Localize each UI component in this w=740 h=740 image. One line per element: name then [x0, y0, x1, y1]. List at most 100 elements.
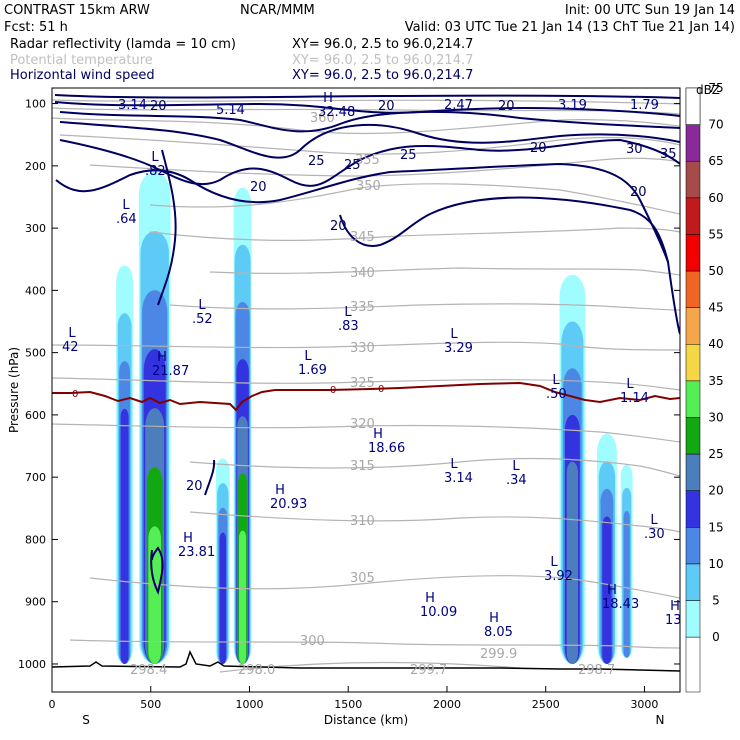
reflectivity-cell-4-level-20 — [219, 532, 227, 664]
y-tick-label: 1000 — [18, 658, 46, 671]
y-tick-label: 100 — [25, 98, 46, 111]
extremum-value: .52 — [192, 312, 213, 327]
extremum-type: H — [183, 531, 193, 546]
colorbar-swatch-55 — [685, 234, 701, 272]
extremum-value: 3.14 — [118, 98, 147, 113]
freezing-level-line — [52, 381, 680, 412]
colorbar-tick-label: 25 — [708, 447, 723, 461]
extremum-type: L — [304, 349, 312, 364]
freezing-level-label: 0 — [72, 389, 78, 400]
contour-labels: 3603553503453403353303253203153103053002… — [62, 91, 680, 678]
x-tick-label: 2500 — [532, 698, 560, 711]
extremum-value: 2.47 — [444, 98, 473, 113]
extremum-type: L — [626, 377, 634, 392]
header-init: Init: 00 UTC Sun 19 Jan 14 — [565, 3, 735, 18]
extremum-value: 3.19 — [558, 98, 587, 113]
colorbar-top-blank — [685, 87, 701, 125]
theta-label: 320 — [350, 417, 375, 432]
colorbar-tick-label: 70 — [708, 118, 723, 132]
theta-label: 299.9 — [480, 647, 517, 662]
extremum-value: 8.05 — [484, 625, 513, 640]
extremum-value: 20.93 — [270, 497, 307, 512]
wind-label: 25 — [308, 154, 325, 169]
reflectivity-cell-7-level-15 — [623, 511, 630, 658]
theta-label: 305 — [350, 571, 375, 586]
colorbar-swatch-5 — [685, 600, 701, 638]
theta-label: 330 — [350, 341, 375, 356]
theta-contours — [52, 99, 680, 673]
freezing-level-label: 0 — [378, 384, 384, 395]
extremum-value: 21.87 — [152, 364, 189, 379]
wind-label: 35 — [660, 147, 677, 162]
wind-label: 20 — [150, 99, 167, 114]
field-reflectivity: Radar reflectivity (lamda = 10 cm) — [10, 37, 236, 52]
header-valid: Valid: 03 UTC Tue 21 Jan 14 (13 ChT Tue … — [405, 20, 735, 35]
theta-label: 350 — [356, 179, 381, 194]
extremum-value: 18.66 — [368, 441, 405, 456]
extremum-type: H — [373, 427, 383, 442]
colorbar-tick-label: 40 — [708, 337, 723, 351]
theta-label: 299.7 — [410, 663, 447, 678]
colorbar-swatch-45 — [685, 307, 701, 345]
colorbar-tick-label: 20 — [708, 484, 723, 498]
field-theta-xy: XY= 96.0, 2.5 to 96.0,214.7 — [292, 53, 473, 68]
theta-label: 298.4 — [130, 663, 167, 678]
extremum-type: H — [323, 91, 333, 106]
x-tick-label: 0 — [49, 698, 56, 711]
colorbar-swatch-70 — [685, 124, 701, 162]
x-tick-label: 2000 — [433, 698, 461, 711]
x-tick-label: 3000 — [630, 698, 658, 711]
extremum-value: .82 — [145, 164, 166, 179]
plot-frame — [51, 87, 681, 693]
y-tick-label: 400 — [25, 284, 46, 297]
wind-contours — [54, 94, 680, 595]
wind-label: 20 — [330, 219, 347, 234]
extremum-value: 1.69 — [298, 363, 327, 378]
colorbar-tick-label: 15 — [708, 520, 723, 534]
colorbar-tick-label: 50 — [708, 264, 723, 278]
extremum-value: 23.81 — [178, 545, 215, 560]
wind-label: 20 — [630, 185, 647, 200]
extremum-value: 32.48 — [318, 105, 355, 120]
reflectivity-cell-5-level-25 — [566, 461, 579, 664]
extremum-value: 3.29 — [444, 341, 473, 356]
y-tick-label: 900 — [25, 596, 46, 609]
field-theta: Potential temperature — [10, 53, 153, 68]
extremum-type: L — [512, 459, 520, 474]
colorbar-swatch-25 — [685, 453, 701, 491]
colorbar-swatch-30 — [685, 417, 701, 455]
extremum-type: L — [450, 327, 458, 342]
x-tick-label: 1000 — [235, 698, 263, 711]
colorbar: 0 5 10 15 20 25 30 35 40 45 50 55 60 65 70 75 — [685, 81, 724, 693]
theta-label: 345 — [350, 230, 375, 245]
axis-endpoint-n: N — [656, 713, 665, 727]
header-model: CONTRAST 15km ARW — [4, 3, 150, 18]
wind-label: 20 — [378, 99, 395, 114]
extremum-value: 10.09 — [420, 605, 457, 620]
y-tick-label: 200 — [25, 160, 46, 173]
reflectivity-cell-2-level-35 — [148, 526, 162, 664]
colorbar-swatch-60 — [685, 197, 701, 235]
theta-label: 360 — [310, 111, 335, 126]
colorbar-tick-label: 5 — [712, 593, 720, 607]
colorbar-swatch-15 — [685, 527, 701, 565]
reflectivity-cells — [116, 172, 633, 664]
field-wind: Horizontal wind speed — [10, 68, 155, 83]
colorbar-tick-label: 35 — [708, 374, 723, 388]
theta-label: 335 — [350, 300, 375, 315]
colorbar-tick-label: 10 — [708, 557, 723, 571]
extremum-type: L — [198, 298, 206, 313]
terrain — [52, 650, 680, 672]
extremum-value: 18.43 — [602, 597, 639, 612]
extremum-type: L — [552, 373, 560, 388]
extremum-value: .83 — [338, 319, 359, 334]
extremum-type: L — [344, 305, 352, 320]
extremum-value: 5.14 — [216, 103, 245, 118]
axis-endpoint-s: S — [82, 713, 90, 727]
header-org: NCAR/MMM — [240, 3, 315, 18]
wind-label: 20 — [186, 479, 203, 494]
colorbar-unit: dBZ — [696, 83, 720, 97]
x-tick-label: 1500 — [334, 698, 362, 711]
header: CONTRAST 15km ARW NCAR/MMM Init: 00 UTC … — [4, 3, 735, 83]
